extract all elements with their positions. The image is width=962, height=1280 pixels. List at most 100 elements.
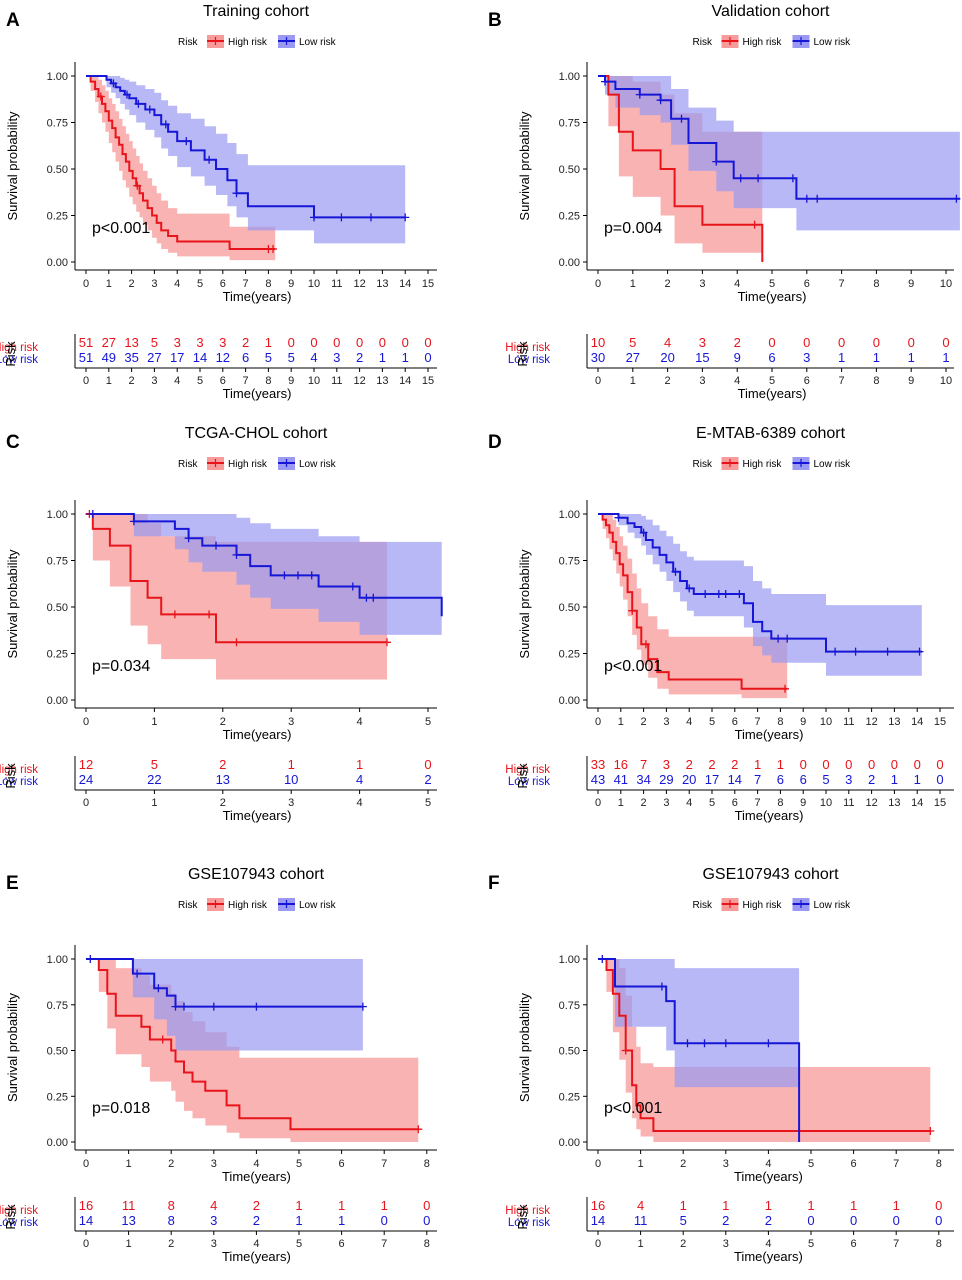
x-tick-label: 11	[843, 716, 854, 728]
x-tick-label: 4	[765, 1158, 771, 1170]
risk-row-label-high: High risk	[505, 342, 550, 354]
risk-count-low: 0	[935, 1213, 942, 1228]
risk-count-high: 4	[210, 1198, 217, 1213]
censor-mark-low	[700, 1039, 709, 1048]
risk-count-low: 3	[210, 1213, 217, 1228]
risk-axis-label: Risk	[515, 341, 530, 367]
censor-mark-low	[307, 571, 316, 580]
censor-mark-low	[754, 174, 763, 183]
risk-count-low: 2	[765, 1213, 772, 1228]
risk-count-low: 13	[121, 1213, 135, 1228]
censor-mark-high	[96, 92, 105, 101]
censor-mark-low	[358, 1002, 367, 1011]
censor-mark-low	[683, 1039, 692, 1048]
risk-x-tick-label: 8	[936, 1238, 942, 1250]
risk-row-label-high: High risk	[0, 1205, 38, 1217]
x-tick-label: 0	[595, 716, 601, 728]
y-tick-label: 1.00	[47, 71, 68, 83]
risk-x-tick-label: 0	[595, 797, 601, 809]
risk-x-tick-label: 9	[800, 797, 806, 809]
x-tick-label: 3	[151, 278, 157, 290]
x-tick-label: 7	[243, 278, 249, 290]
risk-count-low: 9	[734, 350, 741, 365]
y-tick-label: 0.50	[47, 164, 68, 176]
survival-curve-high-risk	[598, 513, 788, 690]
censor-mark-low	[232, 189, 241, 198]
risk-x-tick-label: 2	[129, 375, 135, 387]
risk-count-high: 51	[79, 335, 93, 350]
censor-mark-low	[129, 517, 138, 526]
risk-count-low: 0	[850, 1213, 857, 1228]
x-tick-label: 10	[820, 716, 832, 728]
censor-mark-low	[134, 99, 143, 108]
risk-count-low: 15	[695, 350, 709, 365]
risk-x-tick-label: 6	[851, 1238, 857, 1250]
risk-count-high: 1	[381, 1198, 388, 1213]
risk-x-tick-label: 8	[777, 797, 783, 809]
risk-x-tick-label: 3	[211, 1238, 217, 1250]
risk-count-high: 0	[936, 757, 943, 772]
censor-mark-low	[154, 984, 163, 993]
risk-count-low: 11	[634, 1213, 648, 1228]
x-tick-label: 2	[665, 278, 671, 290]
panel-letter: C	[6, 432, 20, 453]
risk-count-low: 20	[660, 350, 674, 365]
risk-count-high: 0	[942, 335, 949, 350]
risk-count-high: 13	[124, 335, 138, 350]
risk-count-high: 3	[699, 335, 706, 350]
legend-key-high-plus	[211, 37, 220, 45]
risk-count-high: 0	[800, 757, 807, 772]
censor-mark-low	[310, 213, 318, 222]
x-tick-label: 4	[686, 716, 692, 728]
risk-count-high: 11	[122, 1198, 136, 1213]
risk-x-tick-label: 5	[425, 797, 431, 809]
ci-band-low-risk	[598, 959, 800, 1142]
x-tick-label: 9	[908, 278, 914, 290]
ci-band-low-risk	[598, 76, 960, 231]
legend-key-low-plus	[797, 37, 805, 45]
censor-mark-low	[182, 137, 191, 146]
censor-mark-high	[750, 220, 759, 229]
censor-mark-high	[926, 1127, 935, 1135]
x-tick-label: 6	[804, 278, 810, 290]
censor-mark-high	[621, 1046, 630, 1055]
legend-key-low-plus	[282, 459, 291, 467]
x-tick-label: 13	[888, 716, 900, 728]
censor-mark-low	[171, 1002, 180, 1011]
censor-mark-low	[401, 213, 410, 222]
x-tick-label: 15	[422, 278, 434, 290]
risk-count-high: 0	[914, 757, 921, 772]
x-tick-label: 14	[911, 716, 923, 728]
censor-mark-low	[133, 969, 142, 978]
ci-band-low-risk	[86, 514, 442, 654]
risk-count-low: 1	[873, 350, 880, 365]
risk-count-high: 3	[196, 335, 203, 350]
risk-count-high: 1	[765, 1198, 772, 1213]
risk-count-low: 14	[591, 1213, 605, 1228]
risk-count-low: 4	[356, 772, 363, 787]
censor-mark-low	[362, 593, 371, 602]
legend: Risk High risk Low risk	[178, 457, 337, 470]
risk-count-low: 27	[147, 350, 161, 365]
legend-title: Risk	[178, 459, 198, 470]
risk-count-low: 8	[168, 1213, 175, 1228]
y-tick-label: 1.00	[559, 71, 580, 83]
y-axis-label: Survival probability	[5, 549, 20, 659]
x-tick-label: 13	[376, 278, 388, 290]
y-tick-label: 0.25	[47, 1091, 68, 1103]
risk-count-high: 1	[265, 335, 272, 350]
risk-x-tick-label: 1	[151, 797, 157, 809]
risk-x-tick-label: 2	[665, 375, 671, 387]
panel-letter: B	[488, 10, 502, 31]
risk-count-low: 7	[754, 772, 761, 787]
legend-label-low: Low risk	[299, 900, 337, 911]
x-axis-label: Time(years)	[222, 1169, 291, 1184]
chart-title: E-MTAB-6389 cohort	[696, 425, 846, 442]
risk-x-tick-label: 7	[243, 375, 249, 387]
p-value: p<0.001	[92, 220, 150, 237]
risk-count-high: 0	[379, 335, 386, 350]
legend-key-high-plus	[726, 37, 734, 45]
legend-label-high: High risk	[743, 900, 783, 911]
risk-count-high: 1	[295, 1198, 302, 1213]
